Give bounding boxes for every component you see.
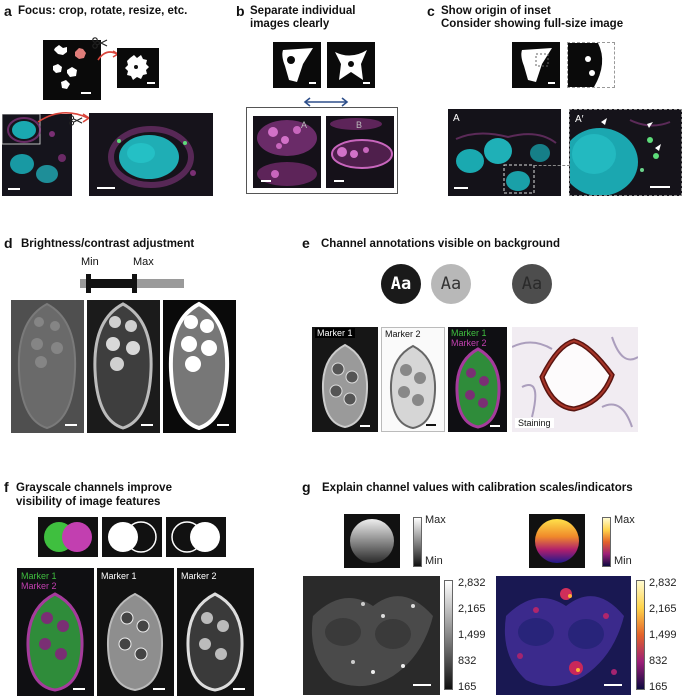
panel-f-letter: f xyxy=(4,479,9,495)
panel-e-marker1-label: Marker 1 xyxy=(315,328,355,338)
panel-f-merge-circles xyxy=(38,517,98,557)
panel-d-min-handle xyxy=(86,274,91,293)
panel-e-marker2-image: Marker 2 xyxy=(381,327,445,432)
zoom-arrow-icon xyxy=(36,108,92,135)
panel-a-cropped-cell xyxy=(117,48,159,88)
panel-c-connector-line xyxy=(534,165,570,180)
panel-g-gray-mini-scale xyxy=(413,517,422,567)
panel-a-zoomed-micrograph xyxy=(89,113,213,196)
panel-f-marker2-label: Marker 2 xyxy=(181,571,217,581)
panel-c-label-a-prime: A′ xyxy=(575,114,584,125)
panel-e-letter: e xyxy=(302,235,310,251)
panel-g-gray-max-label: Max xyxy=(425,514,446,526)
panel-b-letter: b xyxy=(236,3,245,19)
panel-g-gray-tick-4: 165 xyxy=(458,681,477,693)
panel-f-merged-image: Marker 1 Marker 2 xyxy=(17,568,94,696)
panel-g-fire-max-label: Max xyxy=(614,514,635,526)
panel-b-frame xyxy=(246,107,398,194)
panel-g-gray-indicator xyxy=(344,514,400,568)
arrowhead-icon xyxy=(601,118,661,151)
panel-e-marker2-label: Marker 2 xyxy=(385,329,421,339)
panel-b-title-line2: images clearly xyxy=(250,18,330,30)
panel-c-inset-shape xyxy=(567,42,615,88)
panel-g-gray-micrograph xyxy=(303,576,440,695)
panel-d-letter: d xyxy=(4,235,13,251)
panel-g-fire-min-label: Min xyxy=(614,555,632,567)
panel-a-overview-micrograph xyxy=(2,114,72,196)
panel-g-fire-indicator xyxy=(529,514,585,568)
panel-g-gray-tick-0: 2,832 xyxy=(458,577,486,589)
panel-b-cell-shape-1 xyxy=(273,42,321,88)
panel-e-merged-image: Marker 1 Marker 2 xyxy=(448,327,507,432)
panel-b-image-a: A xyxy=(253,116,321,188)
panel-g-fire-tick-2: 1,499 xyxy=(649,629,677,641)
panel-g-letter: g xyxy=(302,479,311,495)
aa-swatch-light: Aa xyxy=(431,264,471,304)
panel-g-fire-calibration-bar xyxy=(636,580,645,690)
panel-f-gray-circles-1 xyxy=(102,517,162,557)
panel-g-gray-tick-3: 832 xyxy=(458,655,477,667)
panel-c-title-line1: Show origin of inset xyxy=(441,5,551,17)
scissors-icon xyxy=(92,36,108,54)
aa-swatch-mid: Aa xyxy=(512,264,552,304)
panel-g-gray-min-label: Min xyxy=(425,555,443,567)
panel-a-thumbnail-cells xyxy=(43,40,101,100)
panel-b-image-b: B xyxy=(326,116,394,188)
panel-d-max-handle xyxy=(132,274,137,293)
panel-d-max-label: Max xyxy=(133,256,154,268)
panel-g-fire-micrograph xyxy=(496,576,631,695)
panel-d-image-mid-contrast xyxy=(87,300,160,433)
panel-f-marker1-image: Marker 1 xyxy=(97,568,174,696)
scissors-icon xyxy=(69,113,83,131)
panel-g-title: Explain channel values with calibration … xyxy=(322,482,633,494)
panel-g-fire-tick-1: 2,165 xyxy=(649,603,677,615)
panel-f-merged-marker2-label: Marker 2 xyxy=(21,581,57,591)
panel-a-letter: a xyxy=(4,3,12,19)
panel-e-title: Channel annotations visible on backgroun… xyxy=(321,238,560,250)
panel-d-image-high-contrast xyxy=(163,300,236,433)
panel-f-title-line2: visibility of image features xyxy=(16,496,161,508)
panel-c-cell-shape xyxy=(512,42,560,88)
panel-d-range-selected xyxy=(88,279,135,288)
panel-g-gray-tick-2: 1,499 xyxy=(458,629,486,641)
panel-g-gray-tick-1: 2,165 xyxy=(458,603,486,615)
panel-c-inset-image: A′ xyxy=(569,109,682,196)
panel-b-title-line1: Separate individual xyxy=(250,5,356,17)
panel-d-title: Brightness/contrast adjustment xyxy=(21,238,195,250)
panel-g-fire-tick-3: 832 xyxy=(649,655,668,667)
double-arrow-icon xyxy=(302,94,350,112)
panel-e-staining-image: Staining xyxy=(512,327,638,432)
panel-g-gray-calibration-bar xyxy=(444,580,453,690)
panel-d-image-low-contrast xyxy=(11,300,84,433)
panel-c-title-line2: Consider showing full-size image xyxy=(441,18,624,30)
panel-c-letter: c xyxy=(427,3,435,19)
panel-f-gray-circles-2 xyxy=(166,517,226,557)
panel-f-marker1-label: Marker 1 xyxy=(101,571,137,581)
panel-b-cell-shape-2 xyxy=(327,42,375,88)
panel-e-merged-marker2-label: Marker 2 xyxy=(451,338,487,348)
panel-g-fire-tick-4: 165 xyxy=(649,681,668,693)
panel-e-merged-marker1-label: Marker 1 xyxy=(451,328,487,338)
panel-f-merged-marker1-label: Marker 1 xyxy=(21,571,57,581)
panel-b-label-a: A xyxy=(301,120,308,130)
panel-b-label-b: B xyxy=(356,120,363,130)
panel-a-title: Focus: crop, rotate, resize, etc. xyxy=(18,5,188,17)
panel-f-marker2-image: Marker 2 xyxy=(177,568,254,696)
panel-e-marker1-image: Marker 1 xyxy=(312,327,378,432)
panel-e-staining-label: Staining xyxy=(515,418,554,428)
panel-f-title-line1: Grayscale channels improve xyxy=(16,482,172,494)
panel-g-fire-tick-0: 2,832 xyxy=(649,577,677,589)
panel-c-full-image: A xyxy=(448,109,561,196)
panel-d-min-label: Min xyxy=(81,256,99,268)
aa-swatch-dark: Aa xyxy=(381,264,421,304)
panel-c-label-a: A xyxy=(453,113,460,124)
panel-g-fire-mini-scale xyxy=(602,517,611,567)
